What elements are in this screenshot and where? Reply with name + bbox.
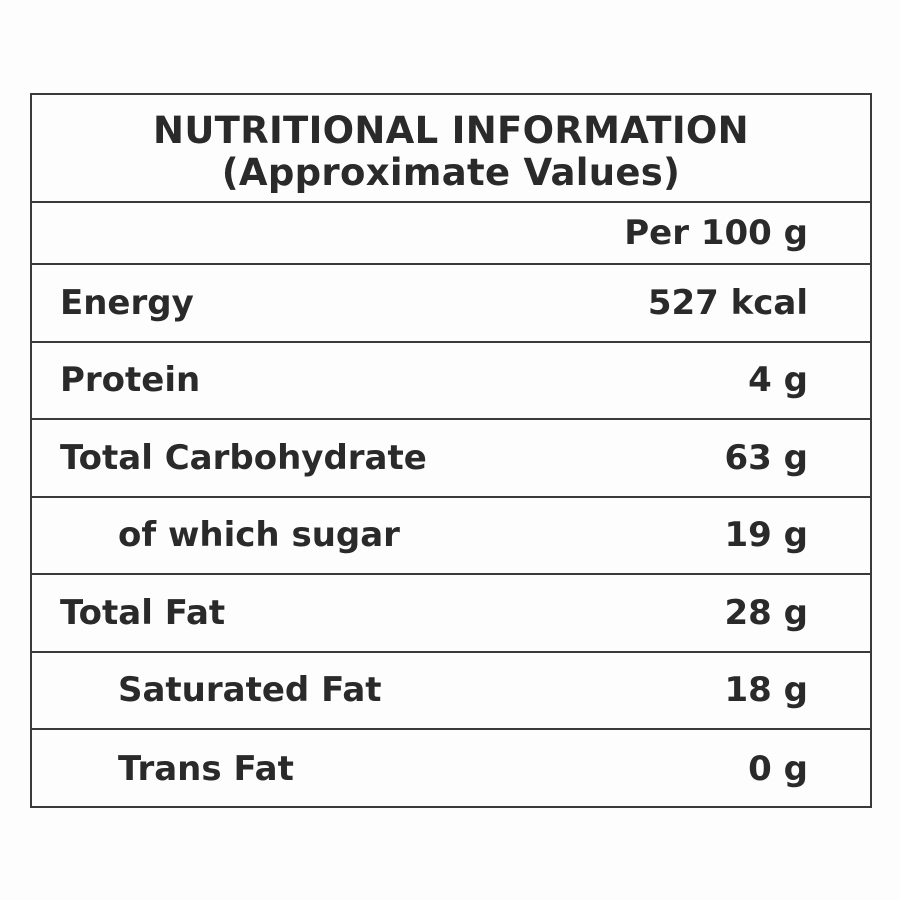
table-row-total-fat: Total Fat 28 g xyxy=(32,575,870,653)
row-value: 18 g xyxy=(724,670,809,711)
row-label: Protein xyxy=(60,360,201,401)
row-value: 63 g xyxy=(724,437,809,478)
row-value: 4 g xyxy=(748,360,808,401)
row-value: 28 g xyxy=(724,592,809,633)
table-row-saturated-fat: Saturated Fat 18 g xyxy=(32,653,870,730)
row-label: of which sugar xyxy=(118,515,400,556)
title-line-2: (Approximate Values) xyxy=(221,151,681,194)
column-header-per-100g: Per 100 g xyxy=(624,213,808,253)
table-row-protein: Protein 4 g xyxy=(32,343,870,420)
nutrition-table: NUTRITIONAL INFORMATION (Approximate Val… xyxy=(30,93,872,808)
row-label: Energy xyxy=(60,282,194,323)
row-value: 0 g xyxy=(748,748,808,789)
row-label: Trans Fat xyxy=(118,748,294,789)
row-label: Total Fat xyxy=(60,592,226,633)
table-row-total-carbohydrate: Total Carbohydrate 63 g xyxy=(32,420,870,498)
row-value: 19 g xyxy=(724,515,809,556)
row-label: Saturated Fat xyxy=(118,670,382,711)
column-header-row: Per 100 g xyxy=(32,203,870,265)
table-row-trans-fat: Trans Fat 0 g xyxy=(32,730,870,808)
row-value: 527 kcal xyxy=(647,282,808,323)
table-row-energy: Energy 527 kcal xyxy=(32,265,870,343)
title-line-1: NUTRITIONAL INFORMATION xyxy=(153,109,749,152)
table-title: NUTRITIONAL INFORMATION (Approximate Val… xyxy=(32,95,870,203)
row-label: Total Carbohydrate xyxy=(60,437,427,478)
table-row-sugar: of which sugar 19 g xyxy=(32,498,870,575)
